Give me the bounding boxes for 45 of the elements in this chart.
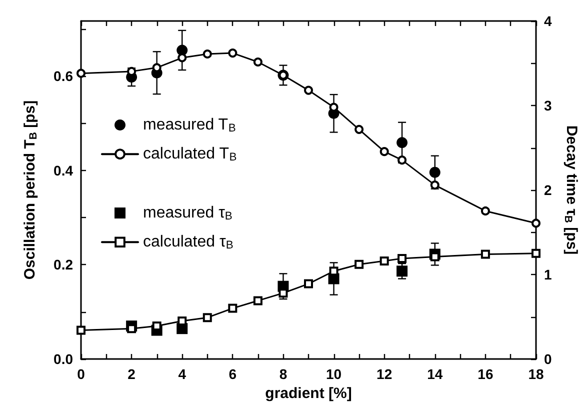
x-tick-label: 12	[376, 366, 392, 382]
point	[202, 50, 212, 58]
y2-tick-label: 1	[544, 266, 552, 282]
point	[253, 58, 262, 67]
point	[380, 147, 389, 156]
x-tick-label: 0	[77, 366, 86, 382]
x-tick-label: 8	[279, 366, 288, 382]
y-axis-title: Oscillation period TB [ps]	[22, 100, 40, 280]
point	[202, 313, 212, 322]
point	[532, 248, 540, 258]
x-tick-label: 4	[178, 366, 186, 382]
point	[253, 296, 262, 306]
y2-tick-label: 2	[544, 182, 552, 198]
y-tick-label: 0.2	[54, 256, 74, 273]
y-tick-label: 0.6	[54, 68, 74, 84]
y2-axis-title: Decay time τB [ps]	[562, 125, 580, 255]
y-tick-label: 0.4	[54, 162, 74, 178]
point	[398, 254, 407, 263]
point	[532, 218, 540, 228]
y2-tick-label: 0	[544, 351, 552, 367]
point	[76, 326, 86, 335]
x-tick-label: 18	[528, 366, 544, 382]
x-tick-label: 6	[228, 366, 237, 382]
x-tick-label: 2	[128, 366, 136, 382]
point	[430, 180, 440, 190]
point	[228, 48, 238, 58]
x-tick-label: 16	[478, 366, 494, 382]
point	[429, 166, 440, 178]
point	[354, 124, 364, 134]
y2-tick-label: 3	[544, 98, 552, 114]
x-tick-label: 10	[326, 366, 342, 382]
y-tick-label: 0.0	[54, 351, 74, 367]
x-axis-title: gradient [%]	[265, 384, 352, 402]
point	[354, 260, 364, 269]
point	[380, 256, 389, 266]
x-tick-label: 14	[427, 366, 443, 382]
point	[480, 250, 490, 259]
point	[304, 279, 313, 288]
point	[228, 304, 238, 313]
point	[396, 137, 408, 148]
y2-tick-label: 4	[544, 13, 552, 29]
point	[398, 156, 407, 165]
point	[480, 206, 490, 216]
point	[396, 266, 408, 277]
point	[304, 86, 313, 95]
